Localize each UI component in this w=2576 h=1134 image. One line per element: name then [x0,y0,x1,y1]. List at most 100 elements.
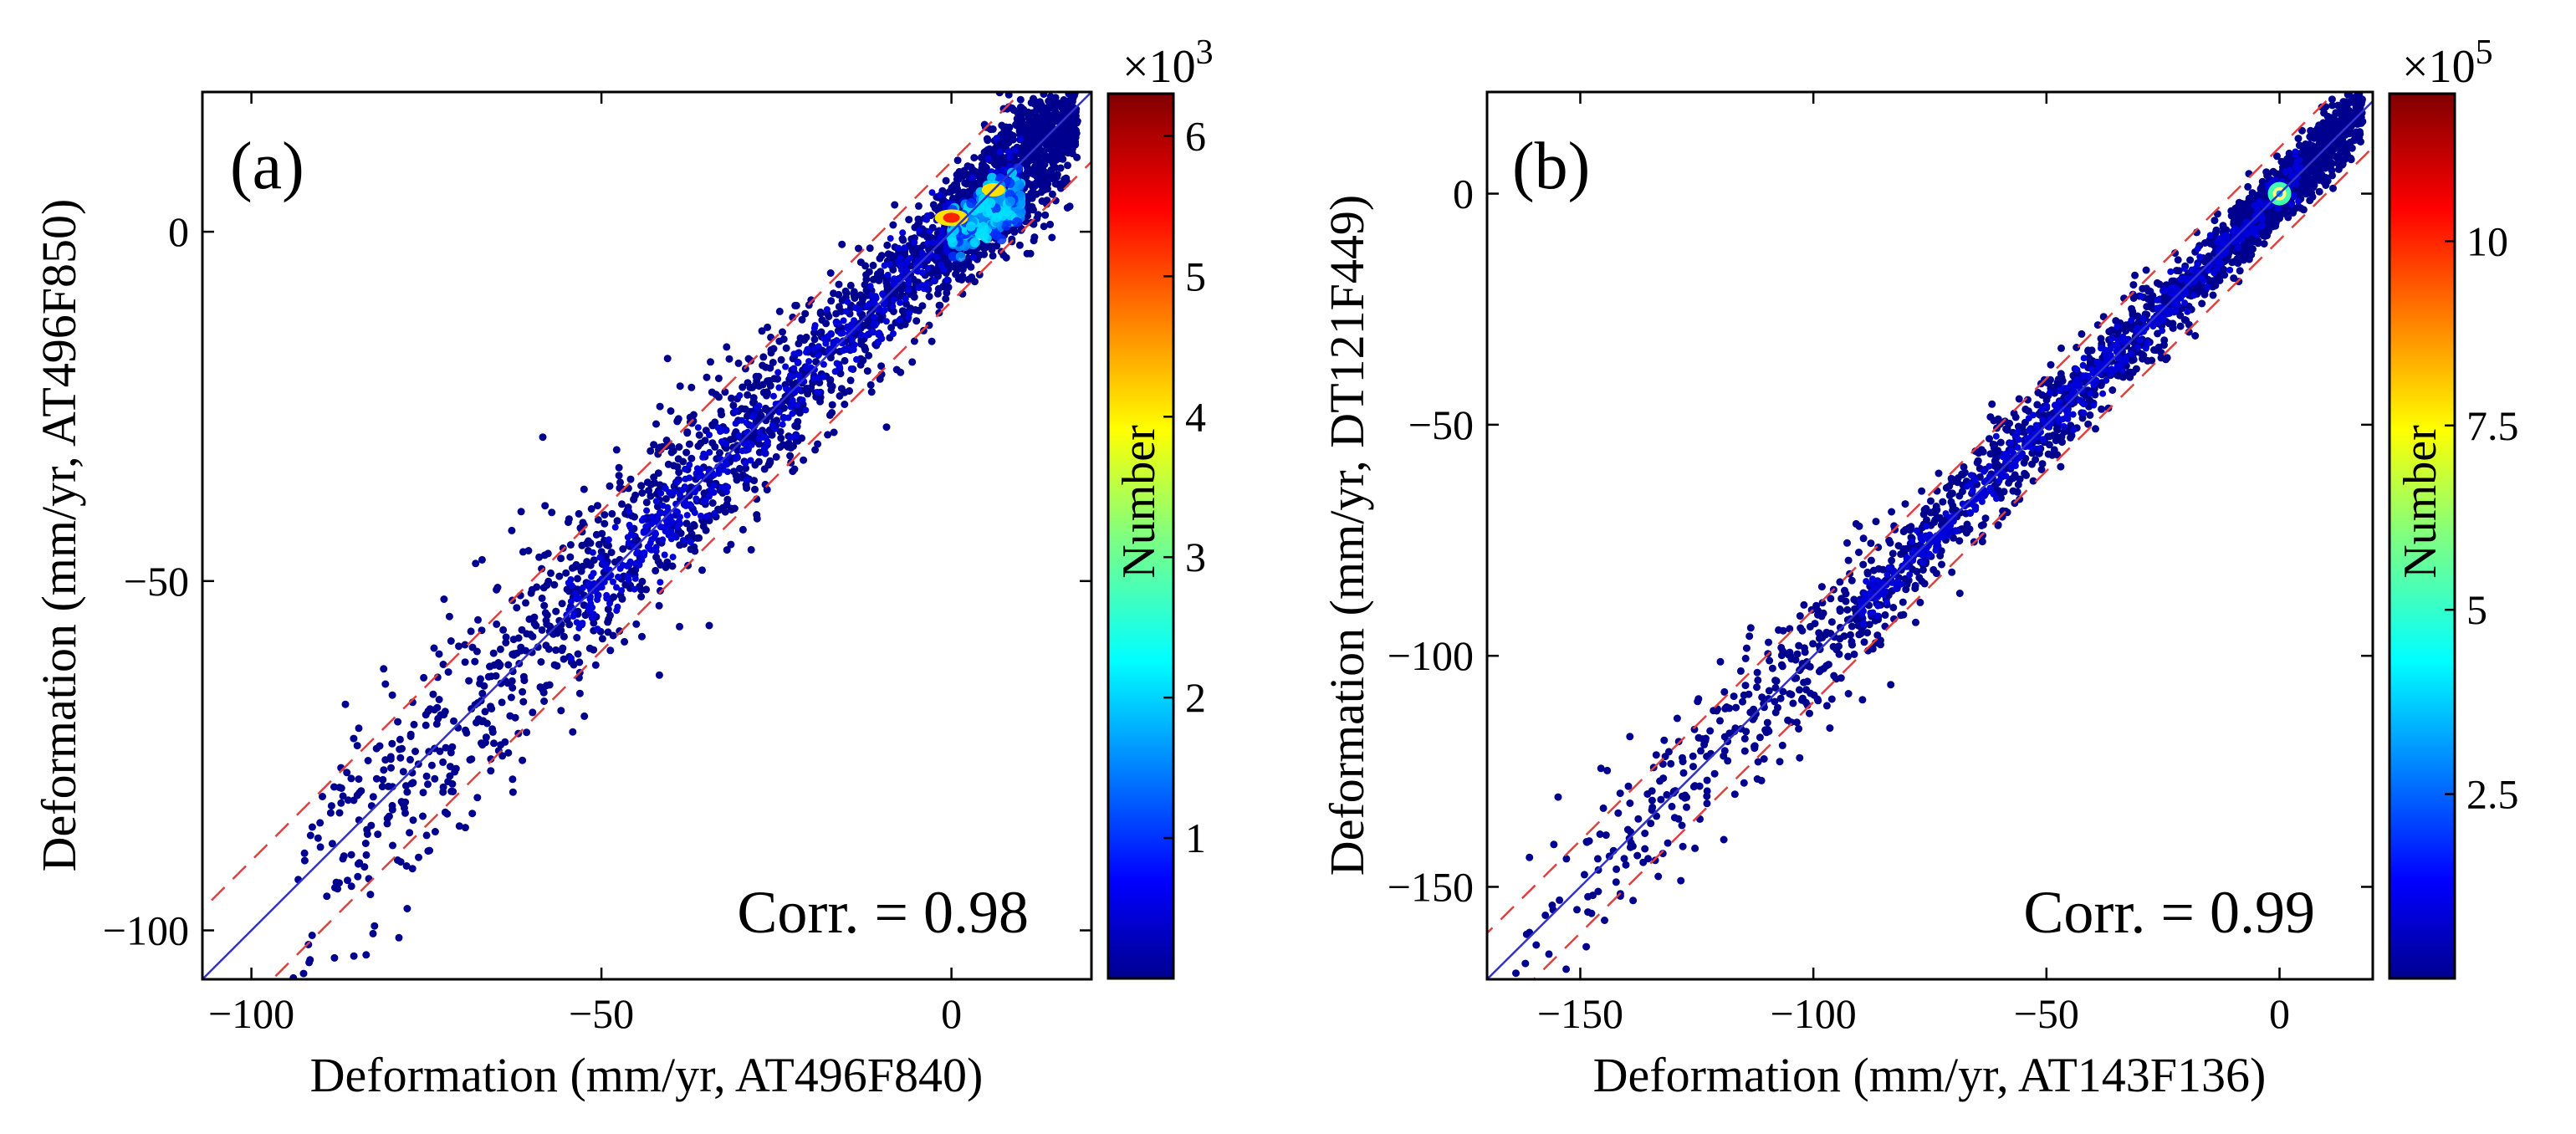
scatter-point [2143,284,2150,293]
scatter-point [790,401,798,408]
scatter-point [677,520,684,528]
scatter-point [589,604,596,611]
scatter-point [588,573,595,580]
scatter-point [1025,169,1033,177]
density-mark [1007,167,1017,178]
scatter-point [703,373,711,381]
scatter-point [687,501,694,508]
scatter-point [1605,852,1613,861]
scatter-point [1787,691,1796,698]
scatter-point [378,783,386,791]
scatter-point [959,189,967,197]
scatter-point [830,340,837,348]
scatter-point [2000,488,2008,496]
scatter-point [1889,549,1897,558]
scatter-point [2319,177,2328,186]
scatter-point [550,580,559,589]
scatter-point [544,577,553,585]
scatter-point [2307,133,2315,141]
scatter-point [766,381,774,390]
scatter-point [758,327,766,335]
scatter-point [330,783,338,791]
scatter-point [1062,146,1071,153]
scatter-point [676,622,683,631]
scatter-point [1912,618,1919,626]
scatter-point [537,683,545,692]
scatter-point [343,769,351,777]
scatter-point [314,834,322,842]
scatter-point [306,831,314,840]
scatter-point [942,176,950,185]
scatter-point [744,446,752,453]
scatter-point [1947,474,1955,483]
scatter-point [1740,747,1749,755]
scatter-point [823,306,831,314]
colorbar-multiplier-base-a: ×10 [1122,41,1196,93]
scatter-point [657,489,665,497]
scatter-point [851,341,858,349]
colorbar-multiplier-exp-a: 3 [1196,33,1214,72]
scatter-point [587,505,595,513]
scatter-point [938,261,945,268]
scatter-point [1580,871,1588,879]
scatter-point [540,697,549,705]
scatter-point [2260,240,2268,248]
scatter-point [1545,950,1553,958]
scatter-point [509,667,517,676]
scatter-point [509,775,517,784]
scatter-point [613,584,620,591]
scatter-point [523,630,531,638]
scatter-point [2153,278,2161,287]
scatter-point [1886,539,1894,547]
scatter-point [474,616,482,624]
scatter-point [355,859,364,867]
scatter-point [920,285,928,293]
scatter-point [989,147,997,156]
scatter-point [519,548,527,556]
scatter-point [649,518,657,525]
scatter-point [736,391,744,399]
scatter-point [590,556,598,564]
scatter-point [682,519,691,528]
scatter-point [723,501,731,509]
scatter-point [506,712,514,720]
scatter-point [2058,438,2066,447]
scatter-point [776,427,785,436]
scatter-point [723,343,731,351]
scatter-point [682,465,689,472]
scatter-point [662,437,671,444]
scatter-point [706,432,713,439]
scatter-point [1822,702,1831,710]
scatter-point [950,181,958,189]
scatter-point [676,382,684,391]
scatter-point [630,495,638,503]
scatter-point [770,392,777,400]
scatter-point [496,645,504,653]
scatter-point [1673,714,1681,723]
scatter-point [1064,161,1071,170]
scatter-point [1626,799,1634,807]
scatter-point [1622,861,1630,869]
scatter-point [1763,718,1771,727]
scatter-point [569,728,577,736]
scatter-point [555,572,564,580]
scatter-point [1028,194,1036,202]
scatter-point [1901,575,1909,583]
scatter-point [451,768,459,776]
scatter-point [983,135,991,143]
scatter-point [1930,518,1939,526]
scatter-point [494,659,503,667]
scatter-point [1594,887,1602,896]
scatter-point [606,482,614,490]
scatter-point [1046,220,1055,228]
scatter-point [847,365,855,372]
scatter-point [468,705,476,713]
scatter-point [466,756,474,764]
scatter-point [557,554,565,563]
scatter-point [717,428,724,435]
scatter-point [492,672,500,680]
scatter-point [488,705,496,713]
density-mark [1004,178,1015,188]
scatter-point [791,421,800,430]
scatter-point [344,876,351,885]
